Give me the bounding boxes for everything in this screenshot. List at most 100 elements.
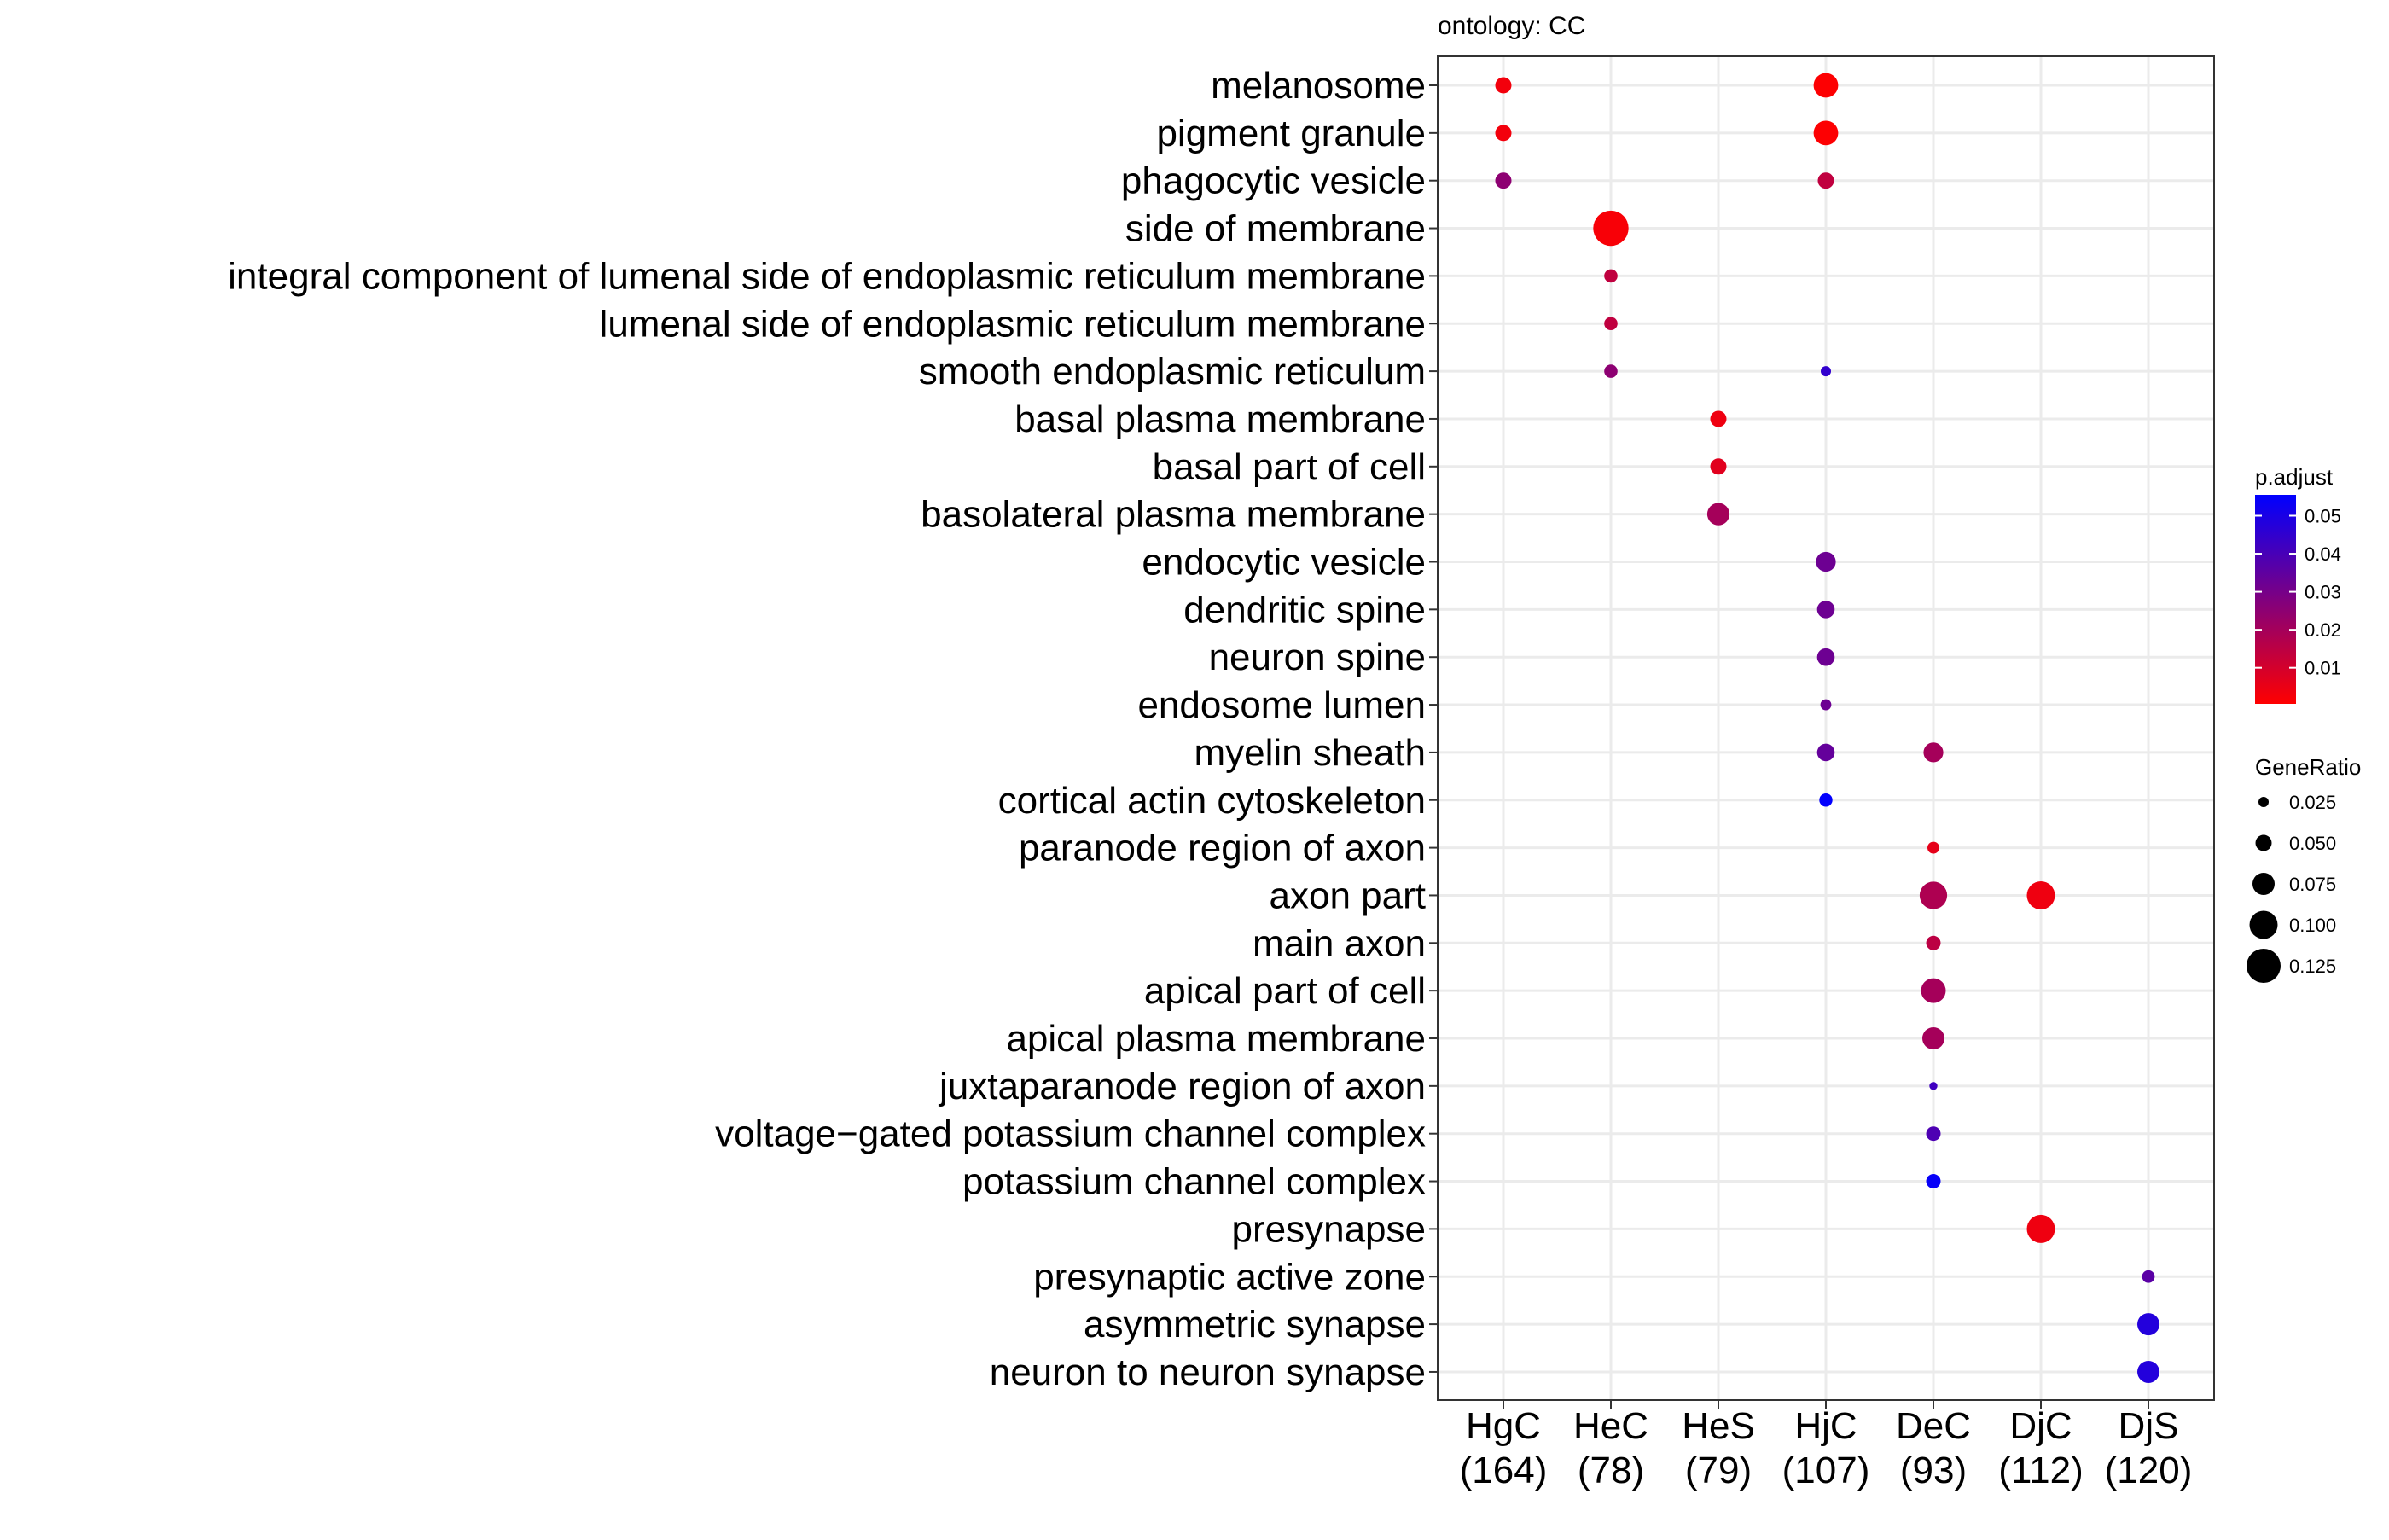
x-axis-label: DjS [2119, 1405, 2179, 1447]
data-point [1922, 1027, 1944, 1049]
size-legend: GeneRatio 0.025 0.050 0.075 0.100 0.125 [2247, 754, 2361, 983]
y-axis-label: presynaptic active zone [1033, 1256, 1426, 1298]
y-axis-label: paranode region of axon [1019, 828, 1426, 869]
color-legend-ticks: 0.01 0.02 0.03 0.04 0.05 [2255, 506, 2341, 679]
y-axis-label: basal part of cell [1153, 446, 1426, 488]
data-point [1604, 269, 1618, 283]
data-point [2137, 1313, 2159, 1336]
y-axis-label: apical part of cell [1144, 970, 1426, 1012]
color-legend-tick-label: 0.02 [2305, 619, 2341, 641]
size-legend-label: 0.025 [2289, 792, 2336, 813]
y-axis-label: lumenal side of endoplasmic reticulum me… [600, 303, 1426, 345]
x-axis-count-label: (79) [1685, 1450, 1752, 1491]
data-point [1495, 77, 1512, 94]
data-point [1816, 601, 1835, 619]
x-axis-label: DeC [1896, 1405, 1971, 1447]
x-axis-count-label: (164) [1460, 1450, 1548, 1491]
y-axis-label: side of membrane [1125, 208, 1426, 250]
y-axis-label: endocytic vesicle [1142, 542, 1426, 584]
size-legend-dot [2252, 873, 2275, 895]
data-point [1817, 172, 1834, 189]
data-point [1495, 125, 1512, 142]
x-axis-label: HgC [1466, 1405, 1541, 1447]
x-axis-label: HeS [1682, 1405, 1755, 1447]
y-axis-label: cortical actin cytoskeleton [998, 780, 1426, 822]
data-point [2137, 1360, 2159, 1383]
x-axis-label: HjC [1794, 1405, 1857, 1447]
color-legend: p.adjust 0.01 0.02 0.03 0.04 0.05 [2255, 464, 2341, 704]
grid-layer [1438, 56, 2214, 1400]
y-axis-label: myelin sheath [1194, 732, 1426, 774]
data-point [1821, 366, 1831, 377]
data-point [1923, 742, 1944, 763]
color-legend-tick-label: 0.05 [2305, 506, 2341, 527]
data-point [1926, 935, 1941, 950]
data-point [1819, 793, 1833, 807]
size-legend-label: 0.075 [2289, 874, 2336, 895]
data-point [2026, 880, 2055, 909]
data-point [1929, 1082, 1938, 1090]
data-point [1710, 410, 1727, 427]
y-axis-label: smooth endoplasmic reticulum [919, 351, 1426, 392]
data-point [1706, 503, 1730, 526]
data-point [1813, 120, 1839, 146]
y-axis-label: basal plasma membrane [1014, 398, 1426, 440]
y-axis-label: juxtaparanode region of axon [938, 1066, 1426, 1107]
x-axis-labels: HgC(164) HeC(78) HeS(79) HjC(107) DeC(93) DjC… [1460, 1400, 2193, 1491]
data-point [1604, 317, 1618, 331]
color-legend-tick-label: 0.04 [2305, 543, 2341, 565]
data-point [1919, 881, 1948, 909]
data-point [1926, 1126, 1941, 1142]
size-legend-dot [2255, 834, 2272, 851]
data-point [2142, 1270, 2155, 1283]
data-point [1921, 978, 1946, 1003]
x-axis-label: HeC [1573, 1405, 1648, 1447]
data-point [1604, 364, 1618, 378]
chart-subtitle: ontology: CC [1438, 12, 1585, 40]
size-legend-dot [2249, 910, 2278, 939]
data-point [1926, 1174, 1941, 1189]
size-legend-dot [2258, 797, 2269, 807]
x-axis-count-label: (78) [1578, 1450, 1644, 1491]
y-axis-label: pigment granule [1156, 113, 1426, 154]
color-legend-bar [2255, 495, 2296, 704]
y-axis-label: axon part [1270, 875, 1426, 916]
data-point [1816, 648, 1835, 666]
y-axis-label: endosome lumen [1137, 684, 1426, 726]
y-axis-label: melanosome [1211, 65, 1426, 107]
data-point [1816, 551, 1836, 572]
y-axis-labels: melanosome pigment granule phagocytic vesi… [228, 65, 1438, 1393]
data-point [1927, 841, 1939, 854]
data-point [1816, 743, 1835, 762]
points-layer [1495, 73, 2159, 1383]
y-axis-label: integral component of lumenal side of en… [228, 255, 1426, 297]
y-axis-label: asymmetric synapse [1084, 1304, 1426, 1345]
y-axis-label: apical plasma membrane [1006, 1018, 1426, 1060]
y-axis-label: dendritic spine [1183, 589, 1426, 631]
color-legend-tick-label: 0.03 [2305, 582, 2341, 603]
x-axis-count-label: (107) [1782, 1450, 1870, 1491]
size-legend-label: 0.100 [2289, 915, 2336, 936]
size-legend-items: 0.025 0.050 0.075 0.100 0.125 [2247, 792, 2336, 983]
size-legend-label: 0.050 [2289, 833, 2336, 854]
y-axis-label: voltage−gated potassium channel complex [715, 1113, 1426, 1155]
data-point [1495, 172, 1512, 189]
size-legend-label: 0.125 [2289, 956, 2336, 977]
y-axis-label: neuron to neuron synapse [990, 1351, 1426, 1393]
x-axis-count-label: (120) [2105, 1450, 2193, 1491]
color-legend-tick-label: 0.01 [2305, 658, 2341, 679]
data-point [2026, 1214, 2055, 1243]
y-axis-label: phagocytic vesicle [1121, 160, 1426, 202]
size-legend-title: GeneRatio [2255, 754, 2361, 780]
data-point [1813, 73, 1839, 98]
x-axis-count-label: (93) [1900, 1450, 1967, 1491]
data-point [1593, 210, 1629, 247]
color-legend-title: p.adjust [2255, 464, 2334, 490]
y-axis-label: neuron spine [1209, 636, 1426, 678]
y-axis-label: basolateral plasma membrane [921, 494, 1426, 536]
data-point [1710, 458, 1727, 475]
y-axis-label: potassium channel complex [962, 1161, 1426, 1203]
size-legend-dot [2247, 949, 2281, 983]
y-axis-label: main axon [1253, 922, 1426, 964]
